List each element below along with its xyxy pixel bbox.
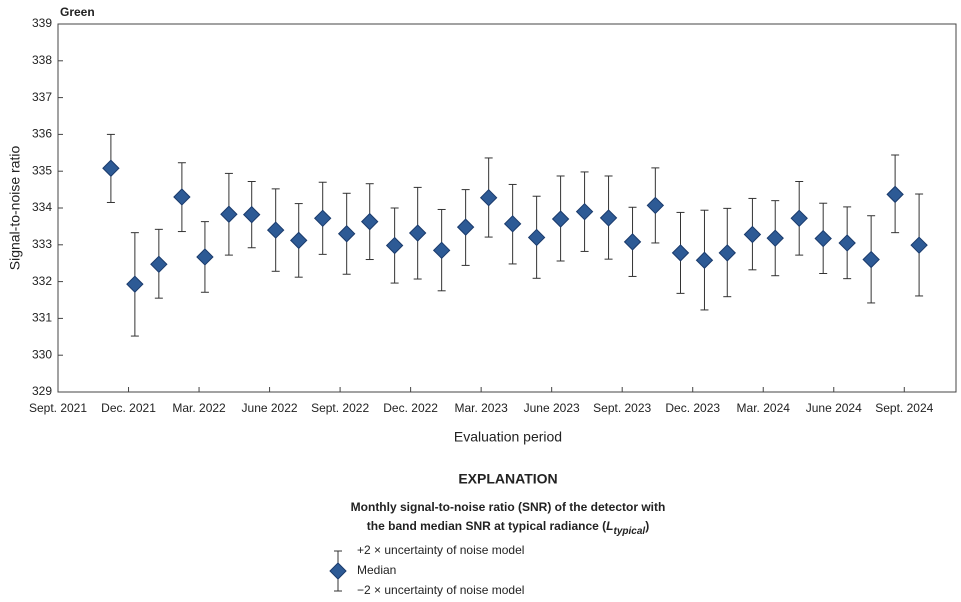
legend-marker [329, 562, 347, 580]
median-marker [150, 255, 168, 274]
median-marker [527, 228, 546, 247]
y-tick-label: 332 [32, 274, 52, 288]
median-marker [361, 212, 379, 231]
y-axis-label: Signal-to-noise ratio [7, 146, 23, 271]
median-marker [862, 250, 880, 269]
median-marker [623, 233, 642, 251]
median-marker [456, 218, 475, 236]
median-marker [766, 229, 784, 247]
legend-heading-text: ) [645, 519, 649, 533]
y-tick-label: 336 [32, 127, 52, 141]
median-marker [790, 209, 808, 228]
x-tick-label: Mar. 2023 [454, 401, 508, 415]
median-marker [385, 236, 404, 255]
legend-label: +2 × uncertainty of noise model [357, 543, 524, 557]
median-marker [910, 236, 928, 254]
median-marker [503, 215, 522, 233]
median-marker [290, 231, 308, 250]
median-marker [814, 229, 832, 248]
median-marker [551, 210, 570, 228]
median-marker [266, 221, 285, 239]
legend-heading-text: the band median SNR at typical radiance … [367, 519, 606, 533]
y-tick-label: 337 [32, 90, 52, 104]
median-marker [718, 244, 736, 262]
plot-frame [57, 23, 957, 393]
x-tick-label: Dec. 2023 [665, 401, 720, 415]
legend-label: Median [357, 563, 396, 577]
x-tick-label: June 2023 [524, 401, 580, 415]
median-marker [220, 205, 238, 223]
legend-title: EXPLANATION [458, 471, 557, 487]
median-marker [479, 188, 498, 207]
median-marker [126, 275, 144, 293]
x-tick-label: Sept. 2021 [29, 401, 87, 415]
legend-heading-subscript: typical [614, 526, 646, 537]
median-marker [743, 225, 762, 244]
y-tick-label: 334 [32, 200, 52, 214]
median-marker [671, 244, 690, 262]
median-marker [575, 202, 594, 221]
y-tick-label: 329 [32, 384, 52, 398]
x-tick-label: Mar. 2024 [737, 401, 791, 415]
legend-heading-symbol: L [606, 519, 613, 533]
y-tick-label: 335 [32, 163, 52, 177]
x-tick-label: June 2024 [806, 401, 862, 415]
legend-label: −2 × uncertainty of noise model [357, 583, 524, 597]
y-tick-label: 339 [32, 16, 52, 30]
median-marker [432, 241, 451, 260]
x-tick-label: Mar. 2022 [172, 401, 226, 415]
median-marker [695, 251, 714, 269]
y-tick-label: 338 [32, 53, 52, 67]
x-tick-label: Dec. 2021 [101, 401, 156, 415]
median-marker [838, 234, 856, 252]
median-marker [242, 205, 261, 224]
y-tick-label: 331 [32, 311, 52, 325]
median-marker [408, 224, 427, 242]
median-marker [102, 159, 120, 177]
legend-heading: the band median SNR at typical radiance … [367, 519, 649, 536]
median-marker [646, 196, 665, 215]
x-tick-label: Sept. 2022 [311, 401, 369, 415]
chart-title: Green [60, 5, 95, 19]
x-tick-label: June 2022 [242, 401, 298, 415]
y-tick-label: 330 [32, 347, 52, 361]
legend-heading: Monthly signal-to-noise ratio (SNR) of t… [351, 500, 666, 514]
x-tick-label: Sept. 2023 [593, 401, 651, 415]
y-tick-label: 333 [32, 237, 52, 251]
x-tick-label: Sept. 2024 [875, 401, 933, 415]
median-marker [196, 248, 214, 266]
median-marker [599, 209, 618, 227]
x-tick-label: Dec. 2022 [383, 401, 438, 415]
median-marker [313, 209, 332, 228]
x-axis-label: Evaluation period [454, 429, 562, 445]
median-marker [886, 185, 904, 204]
median-marker [337, 225, 356, 243]
median-marker [173, 188, 191, 206]
